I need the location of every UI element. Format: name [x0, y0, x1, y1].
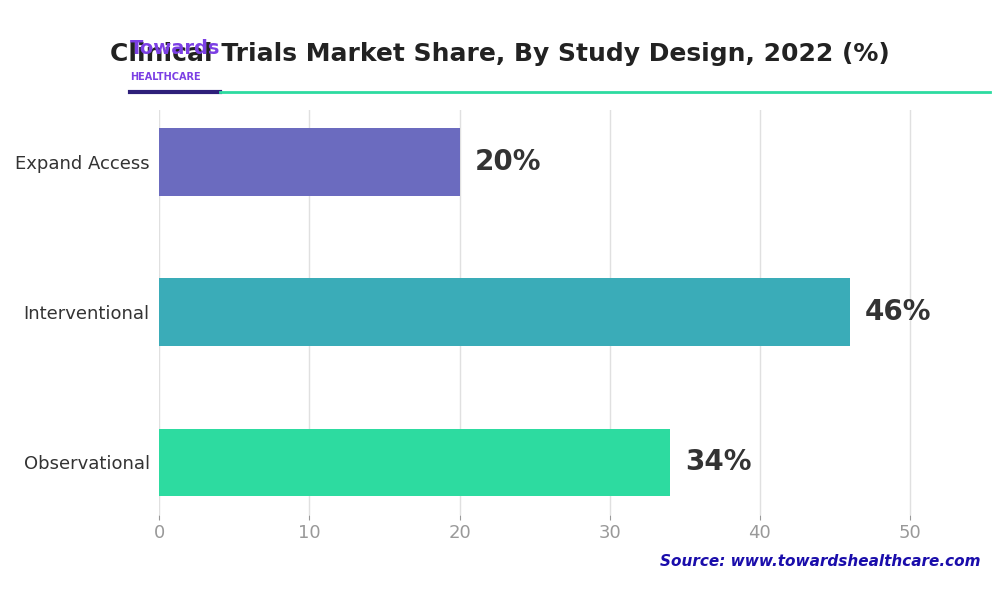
Bar — [159, 128, 460, 196]
Text: HEALTHCARE: HEALTHCARE — [130, 72, 201, 82]
Text: Towards: Towards — [130, 39, 220, 58]
Text: 46%: 46% — [865, 298, 931, 326]
Text: 20%: 20% — [475, 148, 541, 176]
Bar — [159, 429, 670, 496]
Text: Source: www.towardshealthcare.com: Source: www.towardshealthcare.com — [660, 554, 980, 569]
Text: Clinical Trials Market Share, By Study Design, 2022 (%): Clinical Trials Market Share, By Study D… — [110, 42, 890, 65]
Bar — [159, 279, 850, 346]
Text: 34%: 34% — [685, 448, 751, 477]
